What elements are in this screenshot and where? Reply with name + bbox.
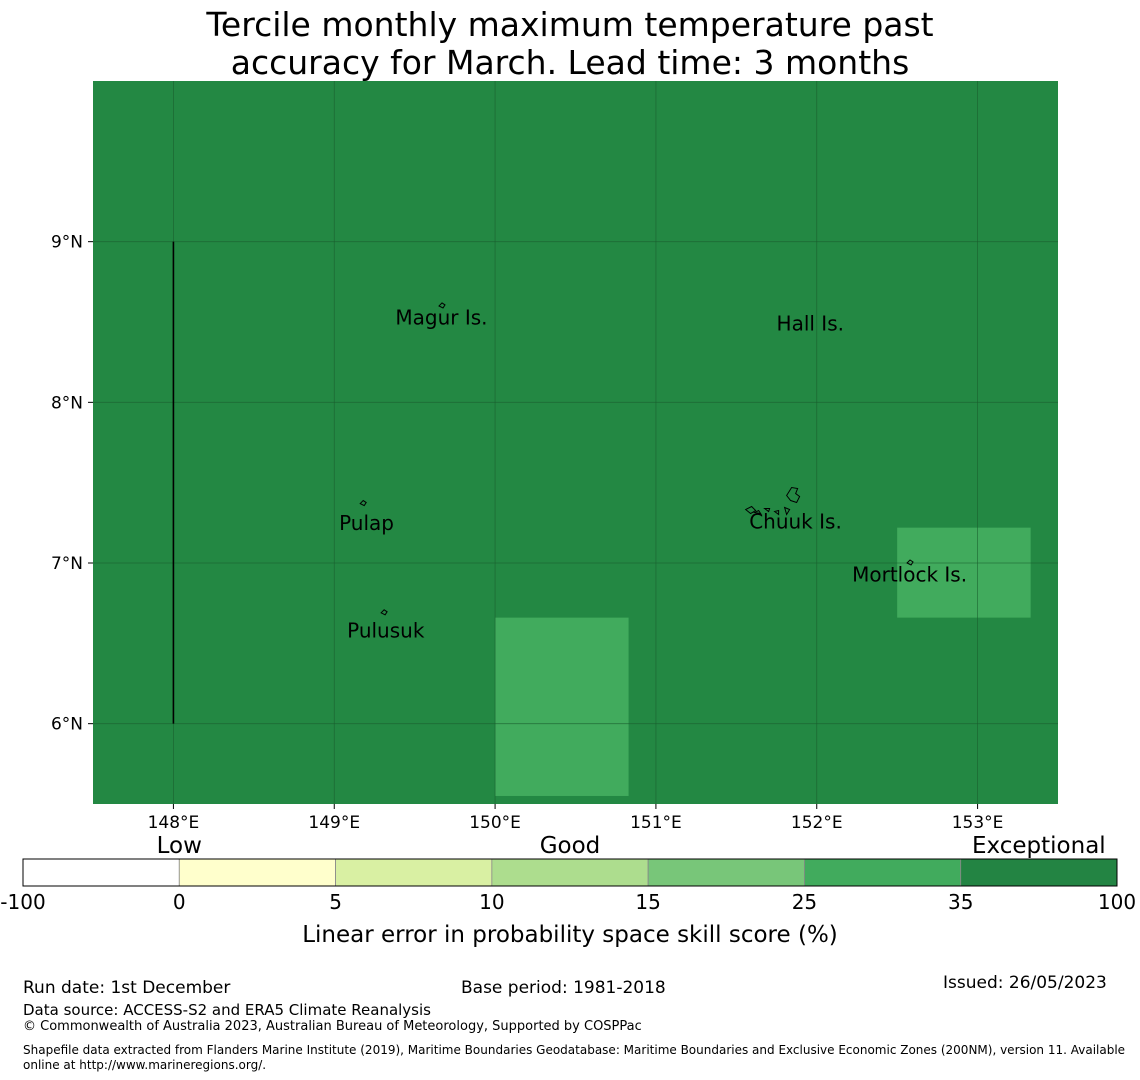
island-marker	[359, 499, 367, 507]
lon-tick-label: 149°E	[308, 813, 360, 833]
shapefile-credit: Shapefile data extracted from Flanders M…	[23, 1043, 1126, 1072]
colorbar-segment-6	[804, 858, 962, 887]
lat-tick-label: 9°N	[51, 233, 83, 253]
lon-tick-label: 152°E	[791, 813, 843, 833]
place-label: Pulap	[339, 511, 394, 535]
lon-tick-label: 153°E	[952, 813, 1004, 833]
colorbar-legend: -100 0 5 10 15 25 35 100 Low Good Exceptional Linea…	[0, 833, 1136, 948]
island-marker	[380, 609, 388, 616]
chart-title: Tercile monthly maximum temperature past…	[0, 6, 1140, 82]
title-line-1: Tercile monthly maximum temperature past	[206, 5, 934, 44]
place-label: Hall Is.	[777, 312, 844, 336]
issued-date: Issued: 26/05/2023	[943, 973, 1107, 993]
colorbar-segment-2	[178, 858, 336, 887]
colorbar-tick-label: 15	[635, 890, 660, 914]
map-panel: Magur Is. Hall Is. Pulap Chuuk Is. Mortlock …	[51, 81, 1058, 833]
skill-cell-1	[495, 617, 629, 796]
colorbar-segment-4	[491, 858, 649, 887]
title-line-2: accuracy for March. Lead time: 3 months	[230, 43, 910, 82]
place-label: Pulusuk	[347, 619, 425, 643]
data-source: Data source: ACCESS-S2 and ERA5 Climate …	[23, 1001, 431, 1019]
skill-cell-2	[897, 527, 1031, 618]
category-label: Low	[157, 833, 202, 859]
lat-tick-label: 8°N	[51, 393, 83, 413]
colorbar-frame	[22, 858, 1118, 887]
colorbar-segment-5	[647, 858, 805, 887]
lat-tick-label: 7°N	[51, 554, 83, 574]
lon-tick-label: 151°E	[630, 813, 682, 833]
colorbar-tick-label: 25	[792, 890, 817, 914]
lat-tick-label: 6°N	[51, 715, 83, 735]
base-period: Base period: 1981-2018	[461, 978, 666, 998]
place-label: Magur Is.	[395, 305, 487, 329]
island-chuuk-lagoon	[744, 505, 791, 516]
colorbar-tick-label: 5	[329, 890, 342, 914]
island-marker	[438, 302, 446, 309]
colorbar-tick-label: 100	[1098, 890, 1136, 914]
lon-tick-label: 150°E	[469, 813, 521, 833]
colorbar-title: Linear error in probability space skill …	[302, 922, 838, 948]
island-chuuk-main	[786, 486, 801, 504]
colorbar-tick-label: 10	[479, 890, 504, 914]
colorbar-tick-label: -100	[0, 890, 45, 914]
lon-tick-label: 148°E	[148, 813, 200, 833]
copyright-notice: © Commonwealth of Australia 2023, Austra…	[23, 1019, 642, 1034]
run-date: Run date: 1st December	[23, 978, 231, 998]
colorbar-tick-label: 0	[173, 890, 186, 914]
colorbar-tick-label: 35	[948, 890, 973, 914]
colorbar-segment-1	[22, 858, 180, 887]
island-marker	[906, 559, 914, 566]
place-label: Chuuk Is.	[749, 509, 842, 533]
colorbar-segment-3	[335, 858, 493, 887]
colorbar-segment-7	[960, 858, 1118, 887]
place-label: Mortlock Is.	[852, 562, 967, 586]
category-label: Exceptional	[972, 833, 1106, 859]
category-label: Good	[540, 833, 601, 859]
